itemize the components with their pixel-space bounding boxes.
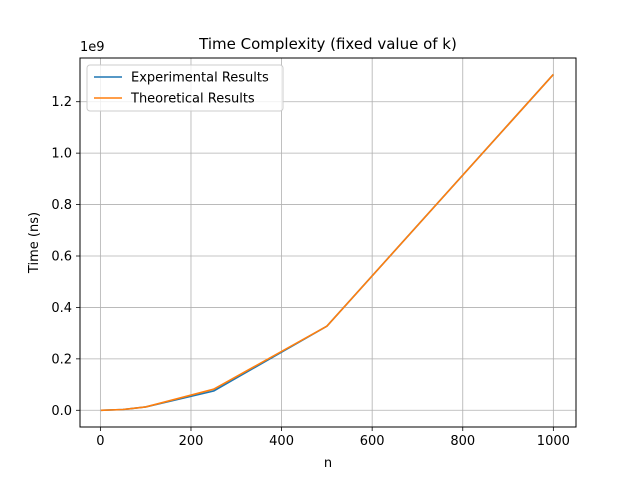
grid: [80, 58, 576, 427]
y-axis-offset-label: 1e9: [80, 40, 105, 55]
legend: Experimental Results Theoretical Results: [86, 64, 284, 112]
x-tick-label: 600: [360, 434, 385, 449]
axis-ticks: 0 200 400 600 800 1000 0.0 0.2 0.4 0.6 0.8 1.0 1.2: [51, 95, 570, 449]
chart-title: Time Complexity (fixed value of k): [198, 35, 457, 53]
legend-label-experimental: Experimental Results: [131, 71, 269, 86]
x-tick-label: 400: [269, 434, 294, 449]
y-tick-label: 0.0: [51, 404, 72, 419]
x-tick-label: 800: [450, 434, 475, 449]
y-tick-label: 0.4: [51, 301, 72, 316]
series-lines: [100, 73, 554, 412]
legend-label-theoretical: Theoretical Results: [130, 92, 255, 107]
y-tick-label: 0.8: [51, 198, 72, 213]
x-tick-label: 200: [179, 434, 204, 449]
series-line-1: [100, 73, 554, 412]
plot-frame: [79, 57, 577, 428]
legend-box: [86, 64, 284, 112]
x-tick-label: 0: [96, 434, 104, 449]
x-axis-label: n: [324, 456, 332, 471]
y-tick-label: 1.2: [51, 95, 72, 110]
y-tick-label: 0.6: [51, 250, 72, 265]
x-tick-label: 1000: [537, 434, 570, 449]
y-tick-label: 0.2: [51, 352, 72, 367]
y-axis-label: Time (ns): [27, 212, 42, 274]
y-tick-label: 1.0: [51, 147, 72, 162]
